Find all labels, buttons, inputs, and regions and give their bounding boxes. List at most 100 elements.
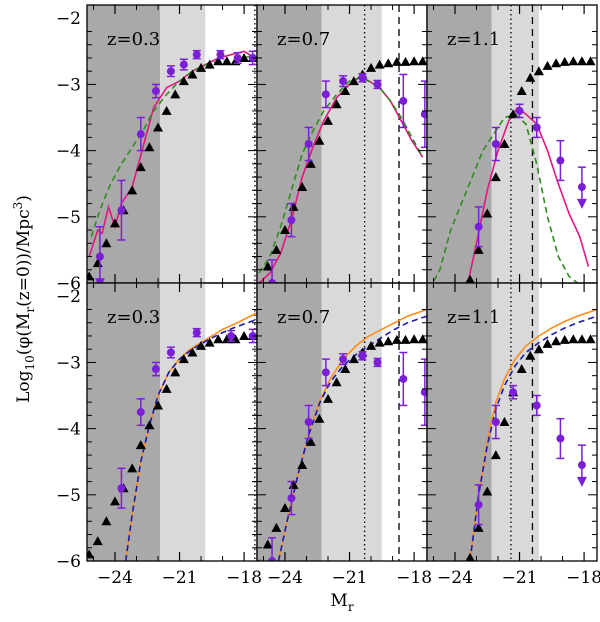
panel-3: z=1.1 xyxy=(426,4,598,284)
triangle-point xyxy=(465,274,475,283)
data-point xyxy=(339,77,348,86)
triangle-point xyxy=(221,56,232,66)
x-tick-label: −24 xyxy=(437,568,473,588)
y-tick-label: −4 xyxy=(56,420,81,440)
panel-2: z=0.7 xyxy=(256,4,428,284)
x-axis-title-sub: r xyxy=(348,600,354,614)
triangle-point xyxy=(374,337,385,347)
triangle-point xyxy=(409,334,420,344)
data-point xyxy=(227,331,236,340)
triangle-point xyxy=(279,503,290,513)
data-point xyxy=(556,156,565,165)
data-point xyxy=(321,90,330,99)
y-axis-title-z0: (z=0))/Mpc xyxy=(14,209,34,306)
redshift-label: z=0.7 xyxy=(277,29,330,50)
triangle-point xyxy=(400,56,411,66)
y-axis-title-sub10: 10 xyxy=(23,355,37,370)
light-band xyxy=(321,5,382,283)
data-point xyxy=(268,279,277,283)
triangle-point xyxy=(525,350,536,360)
triangle-point xyxy=(262,539,273,549)
redshift-label: z=1.1 xyxy=(447,29,500,50)
data-point xyxy=(321,368,330,377)
triangle-point xyxy=(542,60,553,70)
dark-band xyxy=(427,283,492,561)
data-point xyxy=(532,401,541,410)
triangle-point xyxy=(366,340,377,350)
triangle-point xyxy=(314,413,325,423)
y-tick-label: −2 xyxy=(56,9,81,29)
data-point xyxy=(515,106,524,115)
x-tick-label: −24 xyxy=(267,568,303,588)
upper-limit-arrow xyxy=(576,198,587,209)
triangle-point xyxy=(305,158,316,168)
triangle-point xyxy=(127,185,138,195)
light-band xyxy=(160,283,206,561)
triangle-point xyxy=(465,552,475,561)
data-point xyxy=(358,73,367,82)
data-point xyxy=(577,183,586,192)
triangle-point xyxy=(144,420,155,430)
triangle-point xyxy=(187,69,198,79)
y-axis-title-end: ) xyxy=(14,195,34,202)
x-axis-title-main: M xyxy=(330,591,347,611)
data-point xyxy=(192,328,201,337)
panel-5: z=0.7 xyxy=(256,282,428,562)
y-axis-title-sup3: 3 xyxy=(11,202,25,210)
triangle-point xyxy=(101,516,112,526)
triangle-point xyxy=(499,417,510,426)
triangle-point xyxy=(490,172,501,182)
triangle-point xyxy=(482,208,493,218)
triangle-point xyxy=(383,336,394,346)
triangle-point xyxy=(204,337,215,347)
triangle-point xyxy=(331,377,342,387)
panel-plot-area xyxy=(427,5,596,283)
triangle-point xyxy=(153,400,164,410)
triangle-point xyxy=(213,56,224,66)
y-axis-title: Log10(φ(Mr(z=0))/Mpc3) xyxy=(11,195,37,403)
light-band xyxy=(321,283,382,561)
triangle-point xyxy=(109,496,120,506)
panel-plot-area xyxy=(427,283,597,561)
upper-limit-arrow xyxy=(576,476,587,487)
triangle-point xyxy=(87,549,95,559)
triangle-point xyxy=(551,58,562,68)
data-point xyxy=(399,374,408,383)
data-point xyxy=(420,110,427,119)
data-point xyxy=(166,67,175,76)
triangle-point xyxy=(482,486,493,496)
data-point xyxy=(233,53,242,62)
data-point xyxy=(136,408,145,417)
triangle-point xyxy=(417,56,427,66)
triangle-point xyxy=(576,56,587,66)
triangle-point xyxy=(305,436,316,446)
data-point xyxy=(179,60,188,69)
triangle-point xyxy=(271,522,282,532)
data-point xyxy=(192,50,201,59)
triangle-point xyxy=(297,460,308,470)
panel-grid: z=0.3 −2 −3 −4 −5 −6 z=0.7 z=1.1 z=0.3 −2 −3 −4 −5 −6… xyxy=(56,4,600,588)
blue-model-line xyxy=(124,318,257,561)
triangle-point xyxy=(109,218,120,228)
triangle-point xyxy=(409,56,420,66)
triangle-point xyxy=(92,536,103,546)
triangle-point xyxy=(473,244,484,254)
y-tick-label: −5 xyxy=(56,208,81,228)
triangle-point xyxy=(490,450,501,460)
y-axis-title-log: Log xyxy=(14,370,34,403)
triangle-point xyxy=(314,135,325,145)
data-point xyxy=(491,418,500,426)
x-tick-label: −21 xyxy=(162,568,198,588)
triangle-point xyxy=(135,162,146,172)
data-point xyxy=(117,484,126,493)
triangle-point xyxy=(533,344,544,354)
triangle-point xyxy=(348,76,359,86)
data-point xyxy=(509,388,518,397)
panel-1: z=0.3 xyxy=(86,4,258,284)
data-point xyxy=(268,557,277,561)
triangle-point xyxy=(559,334,570,344)
triangle-point xyxy=(178,354,189,364)
data-point xyxy=(151,365,160,374)
data-point xyxy=(373,80,382,89)
triangle-point xyxy=(213,334,224,344)
